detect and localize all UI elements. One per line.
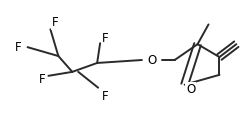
Text: O: O xyxy=(147,54,157,66)
Text: O: O xyxy=(186,83,195,96)
Text: F: F xyxy=(52,16,59,29)
Text: F: F xyxy=(102,90,108,103)
Text: F: F xyxy=(39,73,46,86)
Text: F: F xyxy=(15,41,22,54)
Text: F: F xyxy=(102,32,108,45)
